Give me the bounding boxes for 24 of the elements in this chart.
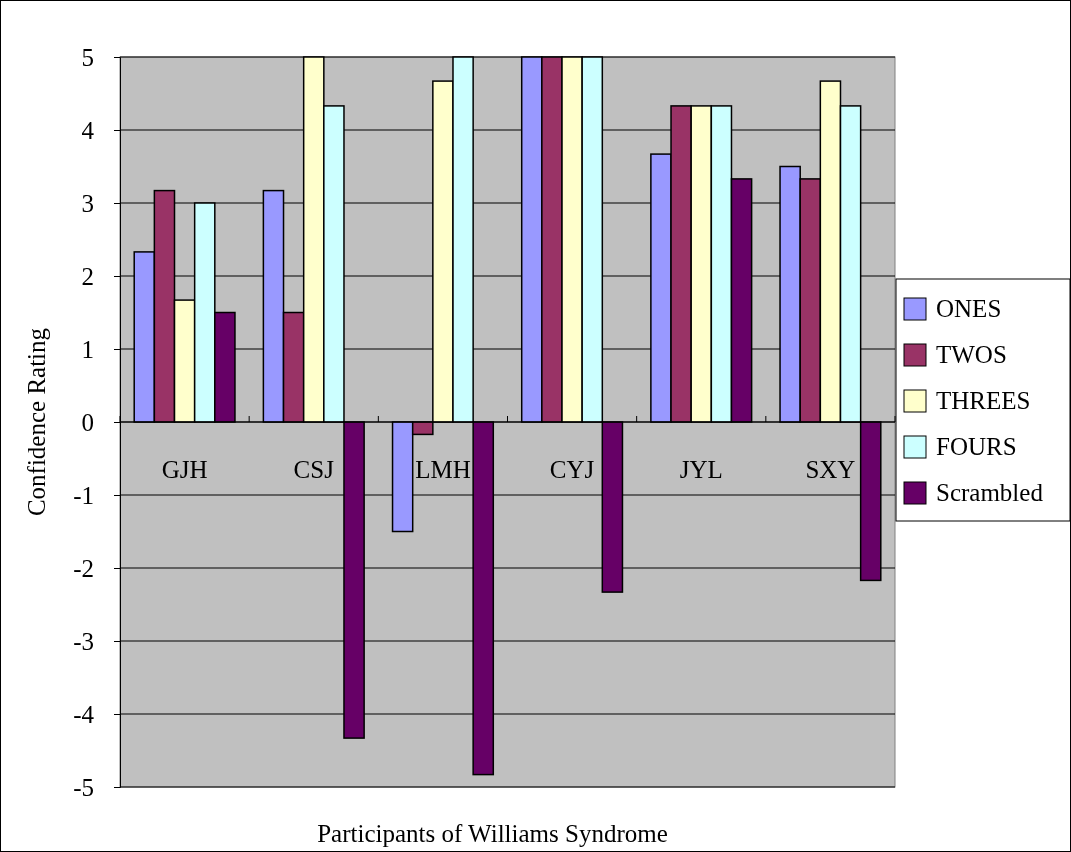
x-tick-label: CYJ xyxy=(549,456,595,483)
x-axis-title: Participants of Williams Syndrome xyxy=(317,820,668,847)
x-tick-label: SXY xyxy=(805,456,856,483)
y-tick-label: 0 xyxy=(81,408,94,436)
y-axis-title: Confidence Rating xyxy=(23,327,50,517)
y-tick-label: -3 xyxy=(73,627,94,655)
y-tick-label: 3 xyxy=(81,189,94,217)
y-tick-label: 5 xyxy=(81,43,94,71)
x-tick-label: CSJ xyxy=(293,456,335,483)
y-tick-label: -2 xyxy=(73,554,94,582)
legend-label: TWOS xyxy=(936,341,1007,368)
x-tick-label: GJH xyxy=(161,456,208,483)
legend-label: THREES xyxy=(936,387,1031,414)
y-tick-label: 2 xyxy=(81,262,94,290)
y-tick-label: -5 xyxy=(73,773,94,801)
legend-label: ONES xyxy=(936,295,1002,322)
y-tick-label: 1 xyxy=(81,335,94,363)
y-tick-label: 4 xyxy=(81,116,95,144)
y-tick-label: -1 xyxy=(73,481,94,509)
legend-label: Scrambled xyxy=(936,479,1044,506)
y-tick-label: -4 xyxy=(73,700,95,728)
x-tick-label: LMH xyxy=(415,456,471,483)
x-tick-label: JYL xyxy=(679,456,723,483)
legend-label: FOURS xyxy=(936,433,1017,460)
